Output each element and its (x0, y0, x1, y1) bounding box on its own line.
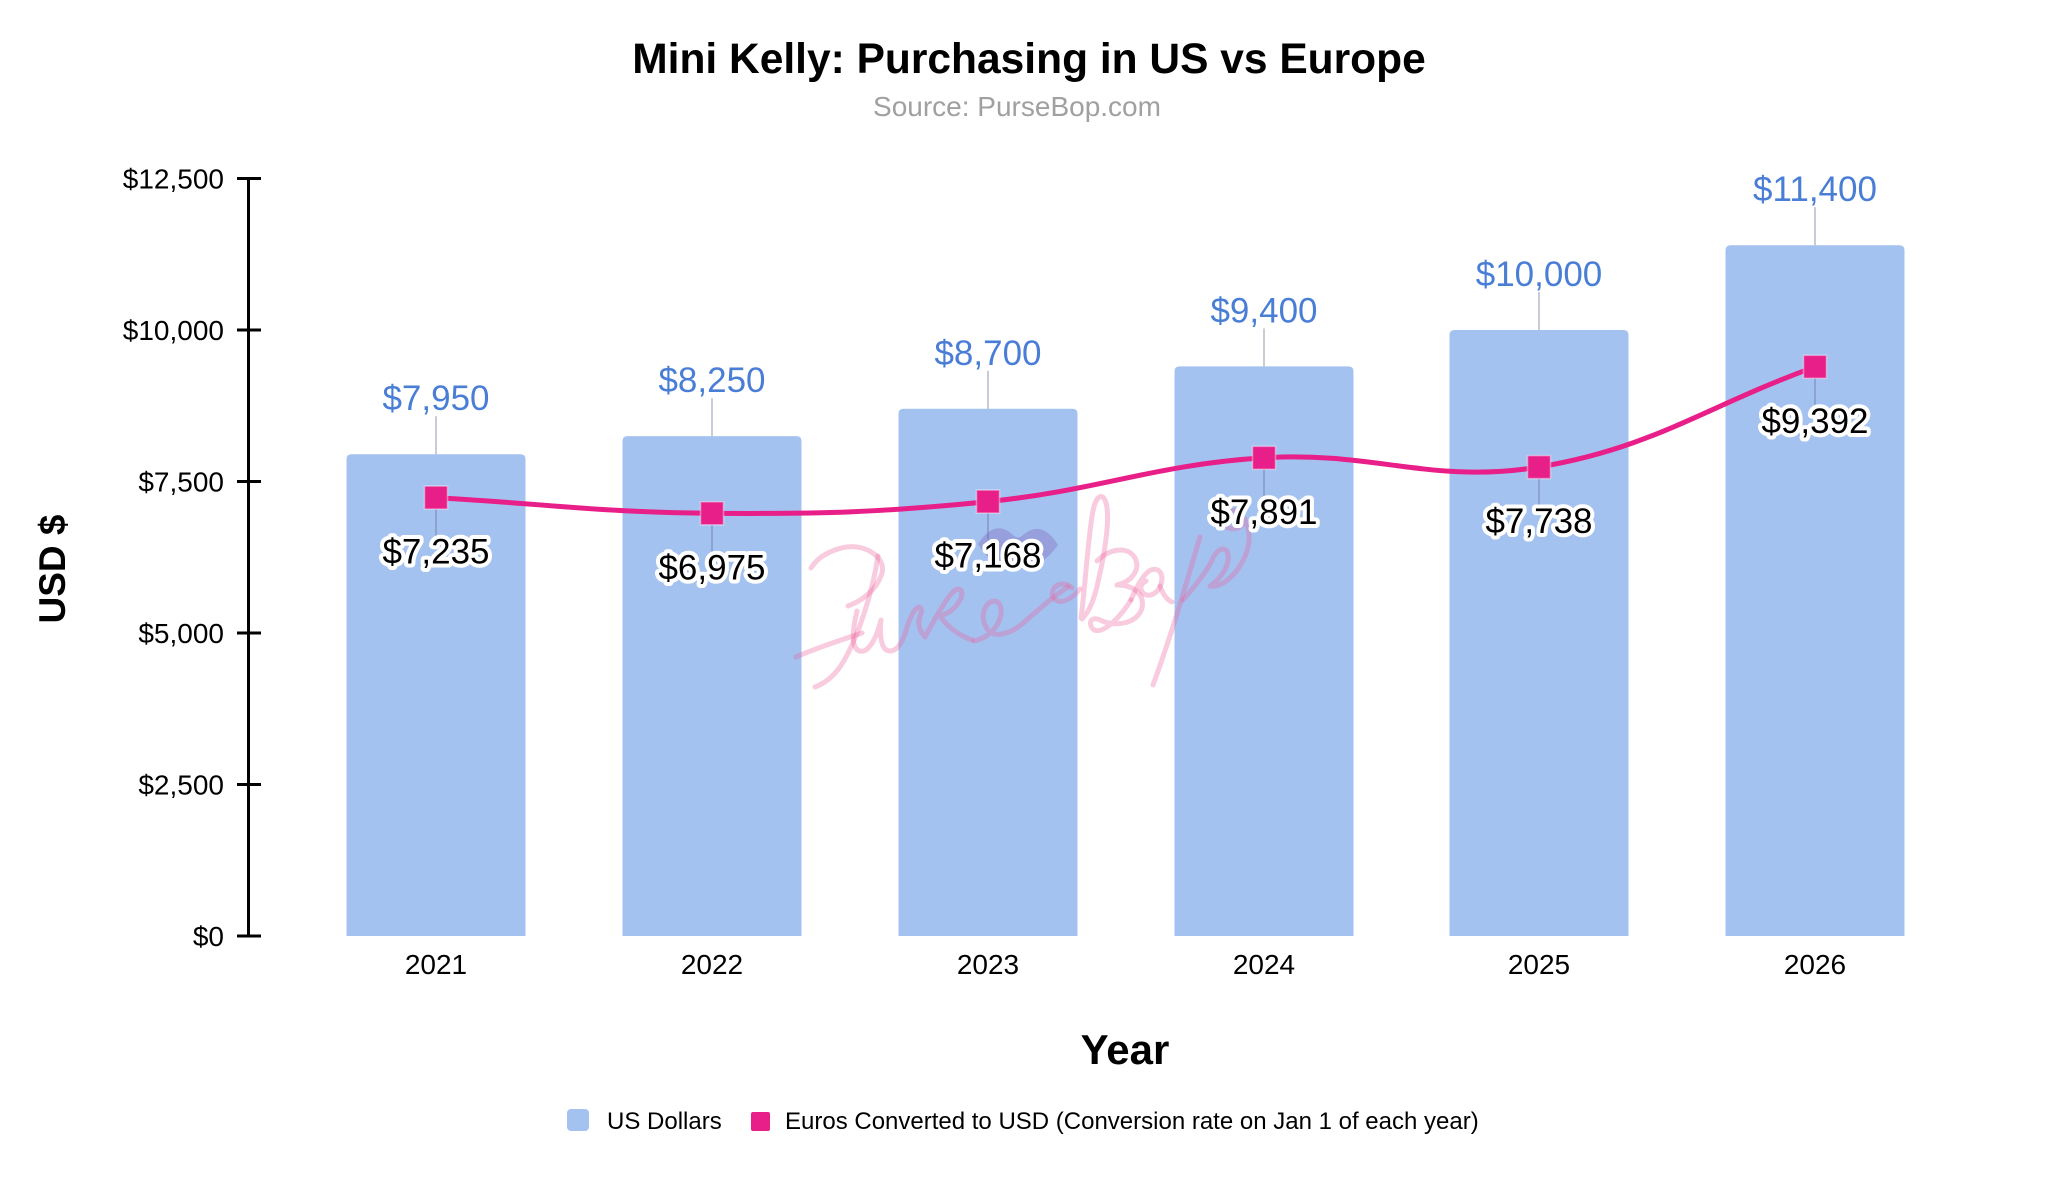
svg-text:2022: 2022 (681, 949, 743, 980)
svg-text:$8,700: $8,700 (934, 334, 1041, 373)
svg-text:Mini Kelly: Purchasing in US v: Mini Kelly: Purchasing in US vs Europe (632, 36, 1426, 83)
svg-text:Year: Year (1081, 1026, 1170, 1073)
svg-text:USD $: USD $ (32, 514, 73, 623)
svg-text:2025: 2025 (1508, 949, 1570, 980)
svg-text:$9,400: $9,400 (1210, 291, 1317, 330)
svg-text:$0: $0 (193, 921, 224, 952)
svg-text:$9,392: $9,392 (1761, 402, 1868, 441)
svg-text:$7,235: $7,235 (382, 533, 489, 572)
svg-text:$7,500: $7,500 (138, 467, 224, 498)
svg-text:$2,500: $2,500 (138, 770, 224, 801)
svg-text:2026: 2026 (1784, 949, 1846, 980)
svg-text:$7,950: $7,950 (382, 379, 489, 418)
svg-text:$10,000: $10,000 (123, 315, 224, 346)
svg-text:$12,500: $12,500 (123, 164, 224, 195)
svg-text:Euros Converted to USD (Conver: Euros Converted to USD (Conversion rate … (785, 1108, 1479, 1135)
svg-text:Source: PurseBop.com: Source: PurseBop.com (873, 91, 1161, 122)
svg-text:$5,000: $5,000 (138, 618, 224, 649)
svg-text:$7,891: $7,891 (1210, 493, 1317, 532)
svg-text:$6,975: $6,975 (658, 548, 765, 587)
svg-text:US Dollars: US Dollars (607, 1108, 722, 1135)
svg-text:2023: 2023 (957, 949, 1019, 980)
svg-text:$7,168: $7,168 (934, 537, 1041, 576)
svg-text:$10,000: $10,000 (1476, 255, 1603, 294)
svg-text:$7,738: $7,738 (1485, 502, 1592, 541)
svg-text:$11,400: $11,400 (1753, 170, 1877, 209)
svg-text:2024: 2024 (1233, 949, 1295, 980)
svg-text:2021: 2021 (405, 949, 467, 980)
svg-text:$8,250: $8,250 (658, 361, 765, 400)
